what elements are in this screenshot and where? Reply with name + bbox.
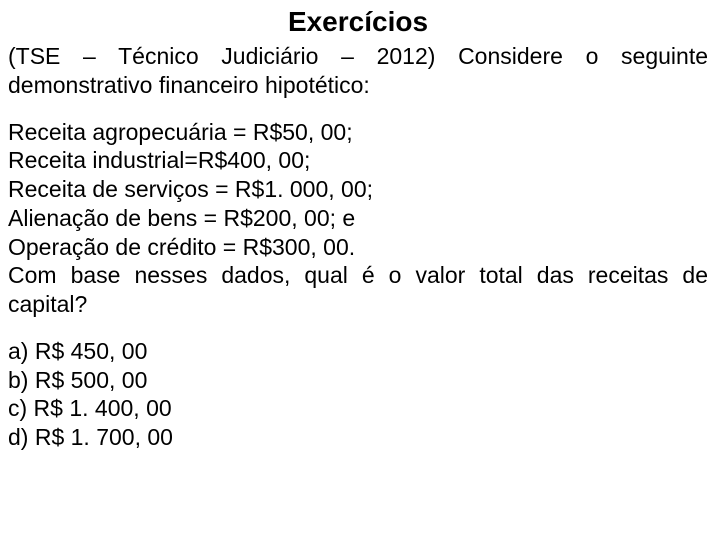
answer-options: a) R$ 450, 00 b) R$ 500, 00 c) R$ 1. 400… — [8, 337, 708, 452]
exercise-slide: Exercícios (TSE – Técnico Judiciário – 2… — [0, 0, 720, 540]
data-line: Receita agropecuária = R$50, 00; — [8, 118, 708, 147]
option-c: c) R$ 1. 400, 00 — [8, 394, 708, 423]
question-text: Com base nesses dados, qual é o valor to… — [8, 261, 708, 319]
data-line: Receita de serviços = R$1. 000, 00; — [8, 175, 708, 204]
option-b: b) R$ 500, 00 — [8, 366, 708, 395]
page-title: Exercícios — [8, 6, 708, 38]
financial-data-block: Receita agropecuária = R$50, 00; Receita… — [8, 118, 708, 319]
option-d: d) R$ 1. 700, 00 — [8, 423, 708, 452]
data-line: Alienação de bens = R$200, 00; e — [8, 204, 708, 233]
option-a: a) R$ 450, 00 — [8, 337, 708, 366]
data-line: Receita industrial=R$400, 00; — [8, 146, 708, 175]
data-line: Operação de crédito = R$300, 00. — [8, 233, 708, 262]
question-intro: (TSE – Técnico Judiciário – 2012) Consid… — [8, 42, 708, 100]
